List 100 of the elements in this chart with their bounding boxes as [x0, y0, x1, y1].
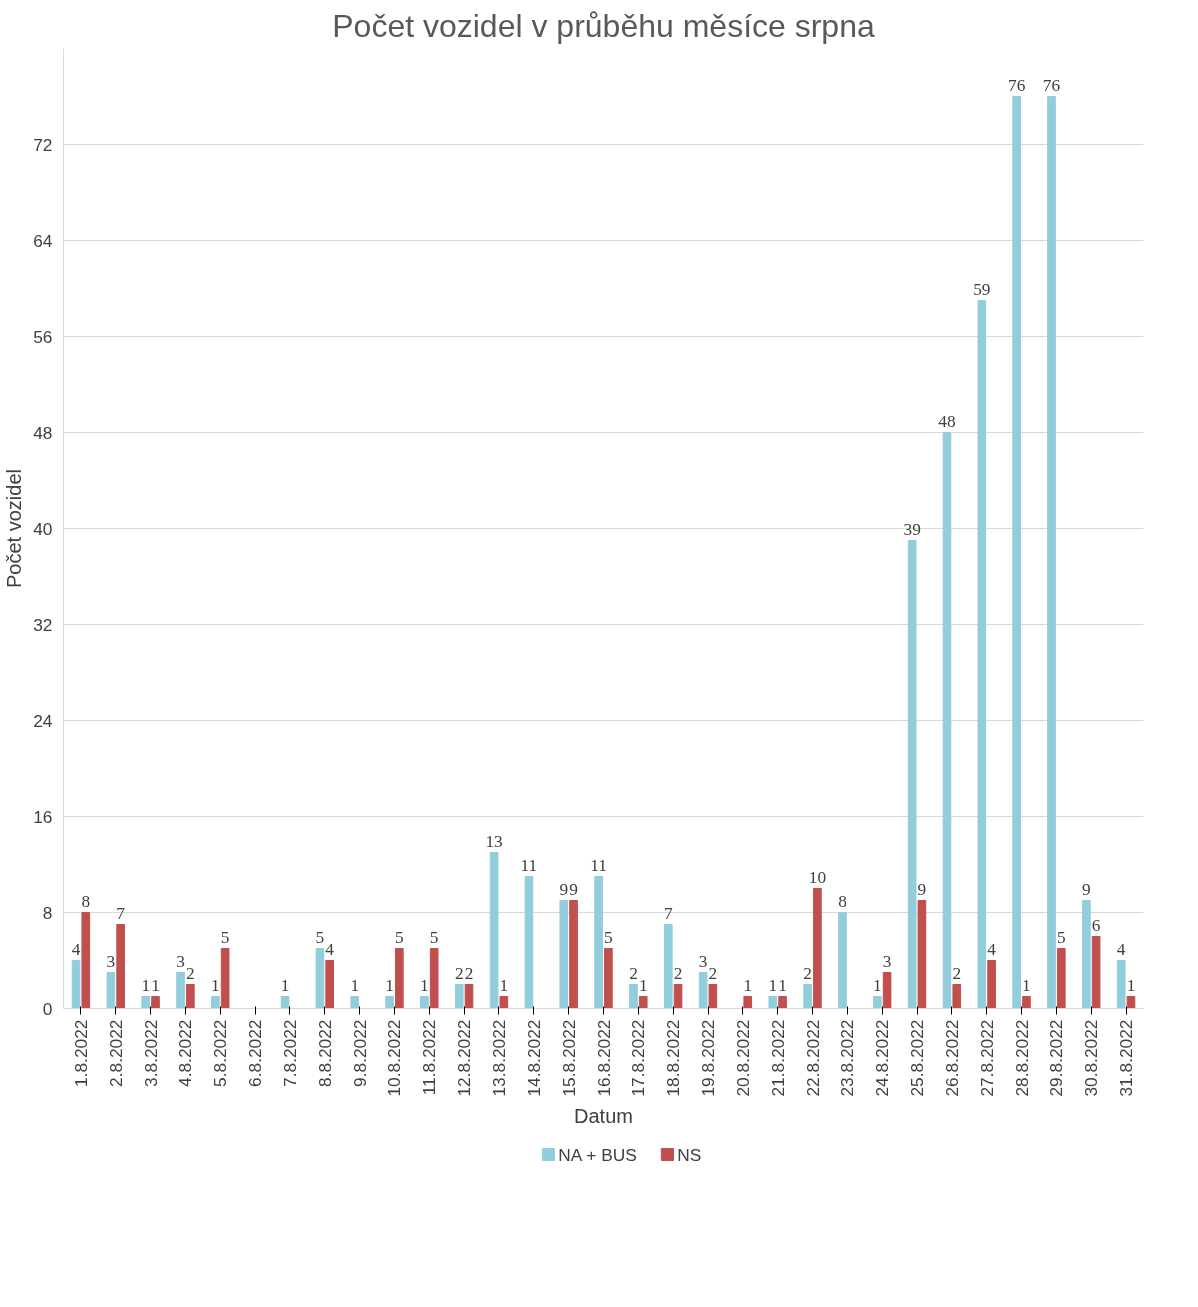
data-label: 9	[917, 879, 927, 899]
data-label: 1	[385, 975, 394, 995]
data-label: 5	[395, 927, 404, 947]
bar	[1082, 900, 1091, 1009]
x-tick-label: 30.8.2022	[1081, 1019, 1102, 1097]
data-label: 4	[1116, 939, 1126, 959]
data-label: 2	[708, 963, 718, 983]
x-tick-label: 16.8.2022	[593, 1019, 614, 1097]
y-tick-label: 72	[33, 134, 53, 155]
x-tick-label: 29.8.2022	[1046, 1019, 1067, 1097]
bar	[663, 924, 673, 1009]
data-label: 3	[176, 951, 185, 971]
bar	[813, 888, 822, 1009]
data-label: 4	[325, 939, 335, 959]
data-label: 9	[559, 879, 569, 899]
data-label: 8	[81, 891, 91, 911]
data-label: 10	[808, 867, 827, 887]
bar	[559, 900, 569, 1009]
data-label: 1	[1126, 975, 1136, 995]
x-tick-label: 22.8.2022	[802, 1019, 823, 1097]
data-label: 13	[485, 831, 503, 851]
data-label: 7	[116, 903, 126, 923]
x-tick-label: 15.8.2022	[558, 1019, 579, 1097]
bar	[1047, 96, 1056, 1009]
bar	[952, 984, 962, 1009]
data-label: 11	[590, 855, 607, 875]
bar	[917, 900, 927, 1009]
data-label: 11	[520, 855, 538, 875]
bar	[698, 972, 708, 1009]
x-tick-label: 8.8.2022	[314, 1019, 335, 1087]
x-tick-label: 4.8.2022	[175, 1019, 196, 1087]
data-label: 1	[141, 975, 151, 995]
bar	[151, 996, 160, 1009]
x-tick-label: 12.8.2022	[454, 1019, 475, 1097]
x-tick-label: 5.8.2022	[210, 1019, 231, 1087]
data-label: 6	[1091, 915, 1101, 935]
bar	[71, 960, 81, 1009]
data-label: 1	[873, 975, 882, 995]
data-label: 5	[220, 927, 230, 947]
bar	[882, 972, 892, 1009]
bar	[942, 432, 952, 1009]
bar	[1022, 996, 1031, 1009]
bar	[708, 984, 718, 1009]
data-label: 4	[71, 939, 81, 959]
bar	[743, 996, 753, 1009]
data-label: 1	[350, 975, 360, 995]
x-tick-label: 27.8.2022	[976, 1019, 997, 1097]
bar	[907, 540, 917, 1009]
bar	[464, 984, 474, 1009]
data-label: 5	[1056, 927, 1066, 947]
data-label: 39	[903, 519, 921, 539]
bar	[768, 996, 778, 1009]
bar	[673, 984, 683, 1009]
data-label: 5	[604, 927, 613, 947]
data-label: 2	[185, 963, 195, 983]
bar	[1116, 960, 1126, 1009]
bar	[141, 996, 151, 1009]
bar	[1012, 96, 1022, 1009]
bar	[185, 984, 195, 1009]
y-tick-label: 56	[33, 326, 53, 347]
x-tick-label: 21.8.2022	[767, 1019, 788, 1097]
bar	[385, 996, 394, 1009]
data-label: 1	[768, 975, 778, 995]
bar	[395, 948, 404, 1009]
bar	[454, 984, 464, 1009]
data-label: 2	[952, 963, 962, 983]
x-tick-label: 14.8.2022	[523, 1019, 544, 1097]
y-tick-label: 24	[33, 710, 53, 731]
bar	[325, 960, 334, 1009]
x-tick-label: 20.8.2022	[732, 1019, 753, 1097]
data-label: 1	[743, 975, 753, 995]
bar	[803, 984, 812, 1009]
data-label: 7	[663, 903, 673, 923]
bar	[1126, 996, 1136, 1009]
legend-label: NA + BUS	[558, 1144, 637, 1165]
data-label: 3	[882, 951, 892, 971]
bar	[220, 948, 230, 1009]
x-tick-label: 18.8.2022	[663, 1019, 684, 1097]
data-label: 1	[280, 975, 290, 995]
x-tick-label: 13.8.2022	[488, 1019, 509, 1097]
data-label: 76	[1042, 75, 1061, 95]
data-label: 3	[106, 951, 116, 971]
x-tick-label: 10.8.2022	[384, 1019, 405, 1097]
data-label: 1	[499, 975, 509, 995]
data-label: 2	[673, 963, 683, 983]
y-axis-title: Počet vozidel	[3, 469, 26, 588]
x-tick-label: 3.8.2022	[140, 1019, 161, 1087]
x-tick-label: 6.8.2022	[245, 1019, 266, 1087]
data-label: 9	[569, 879, 578, 899]
bar	[1056, 948, 1066, 1009]
data-label: 1	[1022, 975, 1031, 995]
y-tick-label: 32	[33, 614, 53, 635]
bar	[116, 924, 125, 1009]
y-tick-label: 64	[33, 230, 53, 251]
bar	[489, 852, 499, 1009]
x-tick-label: 23.8.2022	[837, 1019, 858, 1097]
x-tick-label: 28.8.2022	[1011, 1019, 1032, 1097]
bar	[315, 948, 325, 1009]
x-tick-label: 1.8.2022	[70, 1019, 91, 1087]
bar	[499, 996, 509, 1009]
